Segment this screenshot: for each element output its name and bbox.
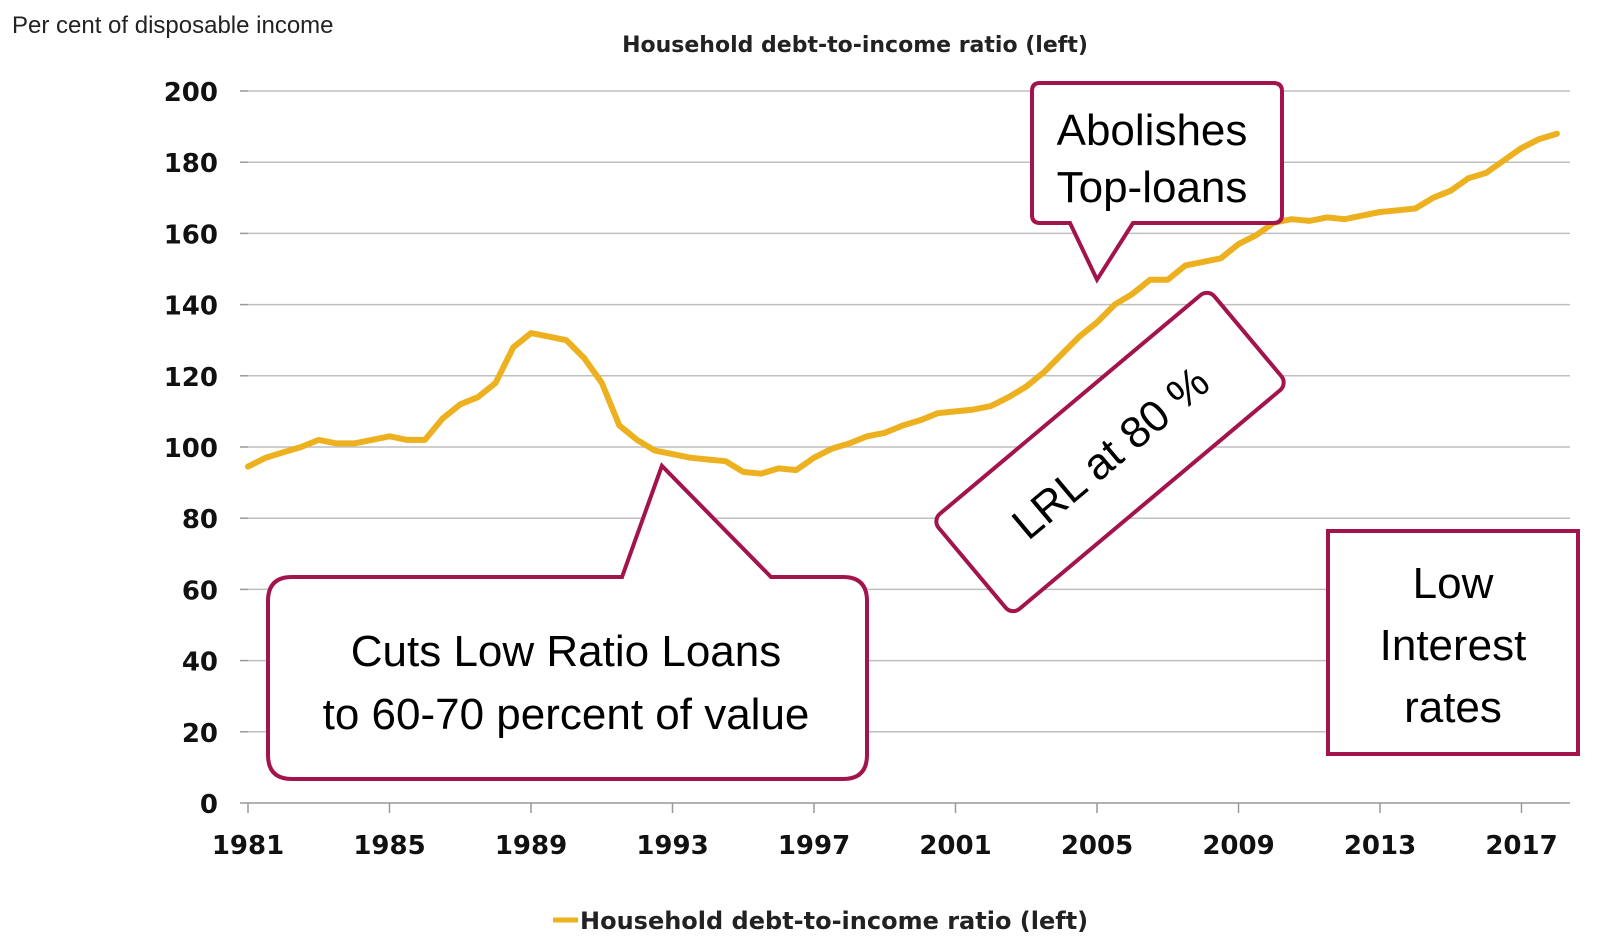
y-tick-label: 60 — [182, 576, 218, 606]
callout-text: Abolishes — [1057, 106, 1248, 155]
x-tick-label: 1981 — [212, 831, 284, 861]
y-tick-label: 140 — [164, 292, 218, 322]
x-tick-label: 1997 — [778, 831, 850, 861]
chart-title: Household debt-to-income ratio (left) — [622, 33, 1088, 58]
callout-box — [266, 462, 869, 781]
x-tick-label: 2013 — [1344, 831, 1416, 861]
x-tick-label: 2001 — [919, 831, 991, 861]
x-axis-tick-labels: 1981 1985 1989 1993 1997 2001 2005 2009 2013 2017 — [212, 803, 1558, 861]
x-tick-label: 1989 — [495, 831, 567, 861]
callout-box — [934, 290, 1286, 614]
y-axis-tick-labels: 0 20 40 60 80 100 120 140 160 180 200 — [164, 78, 218, 820]
y-tick-label: 100 — [164, 434, 218, 464]
x-tick-label: 1985 — [353, 831, 425, 861]
y-tick-label: 160 — [164, 220, 218, 250]
callout-text: Cuts Low Ratio Loans — [351, 627, 781, 676]
x-tick-label: 2005 — [1061, 831, 1133, 861]
callout-low-interest-rates: Low Interest rates — [1326, 529, 1580, 756]
callout-abolishes-top-loans: Abolishes Top-loans — [1030, 81, 1284, 284]
y-tick-label: 0 — [200, 790, 218, 820]
y-tick-label: 120 — [164, 363, 218, 393]
callout-cuts-low-ratio-loans: Cuts Low Ratio Loans to 60-70 percent of … — [266, 462, 869, 781]
y-tick-label: 180 — [164, 149, 218, 179]
callout-text: Interest — [1380, 621, 1527, 670]
y-tick-label: 20 — [182, 719, 218, 749]
y-tick-label: 80 — [182, 505, 218, 535]
y-axis-label: Per cent of disposable income — [12, 12, 334, 39]
callout-text: to 60-70 percent of value — [323, 690, 810, 739]
series-layer — [245, 130, 1560, 477]
y-tick-label: 40 — [182, 648, 218, 678]
x-tick-label: 1993 — [636, 831, 708, 861]
y-tick-label: 200 — [164, 78, 218, 108]
callout-lrl-80: LRL at 80 % — [934, 290, 1286, 614]
series-line-0 — [245, 130, 1560, 477]
callout-text: Low — [1413, 559, 1494, 608]
callout-box — [1326, 529, 1580, 756]
legend-label: Household debt-to-income ratio (left) — [580, 907, 1088, 935]
x-tick-label: 2009 — [1202, 831, 1274, 861]
callout-text: rates — [1404, 683, 1502, 732]
x-tick-label: 2017 — [1485, 831, 1557, 861]
callout-box — [1030, 81, 1284, 284]
callout-text: Top-loans — [1057, 163, 1248, 212]
